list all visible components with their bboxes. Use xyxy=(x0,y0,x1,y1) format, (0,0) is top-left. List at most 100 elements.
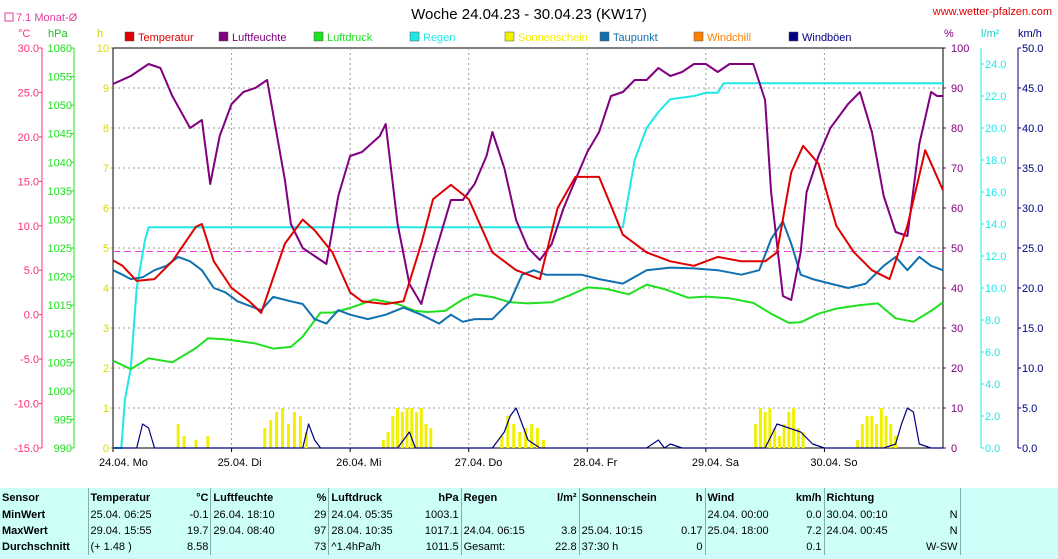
stats-header-row: Sensor Temperatur °C Luftfeuchte % Luftd… xyxy=(0,488,965,507)
legend-label-luftfeuchte: Luftfeuchte xyxy=(232,32,286,44)
stats-cell-dir-t xyxy=(823,539,924,555)
site-link[interactable]: www.wetter-pfalzen.com xyxy=(932,6,1052,18)
legend-label-sonnenschein: Sonnenschein xyxy=(518,32,588,44)
tick-label-wind: 50.0 xyxy=(1022,43,1043,55)
tick-label-pressure: 990 xyxy=(54,443,72,455)
stats-cell-temp-t: 25.04. 06:25 xyxy=(87,507,185,523)
tick-label-pressure: 1025 xyxy=(48,243,72,255)
sunshine-bar xyxy=(286,424,290,448)
tick-label-humidity: 80 xyxy=(951,123,963,135)
tick-label-humidity: 0 xyxy=(951,443,957,455)
chart-title: Woche 24.04.23 - 30.04.23 (KW17) xyxy=(411,6,647,23)
sunshine-bar xyxy=(530,424,534,448)
sunshine-bar xyxy=(304,432,308,448)
sunshine-bar xyxy=(884,416,888,448)
tick-label-temperature: 30.0 xyxy=(18,43,39,55)
stats-cell-wind-v: 7.2 xyxy=(806,525,822,537)
sunshine-bar xyxy=(194,440,198,448)
hdr-sensor: Sensor xyxy=(2,491,40,504)
tick-label-pressure: 1035 xyxy=(48,186,72,198)
unit-kmh: km/h xyxy=(1018,28,1042,40)
tick-label-rain: 20.0 xyxy=(985,123,1006,135)
tick-label-sunshine: 4 xyxy=(103,283,109,295)
stats-cell-label: Durchschnitt xyxy=(2,541,70,553)
tick-label-rain: 24.0 xyxy=(985,59,1006,71)
stats-cell-hum-v: 97 xyxy=(314,525,327,537)
tick-label-wind: 20.0 xyxy=(1022,283,1043,295)
stats-cell-hum-t xyxy=(210,539,308,555)
sunshine-bar xyxy=(429,428,433,448)
legend-swatch-sonnenschein xyxy=(504,31,515,42)
stats-cell-wind-t: 25.04. 18:00 xyxy=(704,523,793,539)
tick-label-wind: 25.0 xyxy=(1022,243,1043,255)
tick-label-rain: 0.0 xyxy=(985,443,1000,455)
tick-label-pressure: 1050 xyxy=(48,100,72,112)
hdr-rain: Regen xyxy=(460,488,548,507)
sunshine-bar xyxy=(856,440,860,448)
x-tick-label: 25.04. Di xyxy=(218,457,262,469)
tick-label-pressure: 1000 xyxy=(48,386,72,398)
sunshine-bar xyxy=(777,436,781,448)
legend-swatch-taupunkt xyxy=(599,31,610,42)
tick-label-humidity: 100 xyxy=(951,43,969,55)
tick-label-sunshine: 2 xyxy=(103,363,109,375)
tick-label-humidity: 10 xyxy=(951,403,963,415)
legend-swatch-temperatur xyxy=(124,31,135,42)
statistics-table: Sensor Temperatur °C Luftfeuchte % Luftd… xyxy=(0,488,965,555)
sunshine-bar xyxy=(796,428,800,448)
stats-cell-temp-t: (+ 1.48 ) xyxy=(87,539,185,555)
stats-cell-wind-t: 24.04. 00:00 xyxy=(704,507,793,523)
sunshine-bar xyxy=(865,416,869,448)
stats-cell-rain-v: 3.8 xyxy=(561,525,577,537)
tick-label-wind: 35.0 xyxy=(1022,163,1043,175)
tick-label-pressure: 1045 xyxy=(48,129,72,141)
unit-percent: % xyxy=(944,28,954,40)
sunshine-bar xyxy=(386,432,390,448)
sunshine-bar xyxy=(410,408,414,448)
sunshine-bar xyxy=(773,428,777,448)
x-tick-label: 30.04. So xyxy=(810,457,857,469)
hdr-press-unit: hPa xyxy=(438,491,459,504)
stats-cell-press-t: 28.04. 10:35 xyxy=(328,523,423,539)
tick-label-pressure: 1055 xyxy=(48,72,72,84)
x-tick-label: 28.04. Fr xyxy=(573,457,617,469)
sunshine-bar xyxy=(524,428,528,448)
tick-label-pressure: 1020 xyxy=(48,272,72,284)
tick-label-humidity: 60 xyxy=(951,203,963,215)
sunshine-bar xyxy=(768,408,772,448)
stats-cell-hum-t: 29.04. 08:40 xyxy=(210,523,308,539)
tick-label-rain: 22.0 xyxy=(985,91,1006,103)
sunshine-bar xyxy=(500,436,504,448)
tick-label-wind: 10.0 xyxy=(1022,363,1043,375)
tick-label-temperature: 5.0 xyxy=(24,265,39,277)
series-line-windb-en xyxy=(113,407,943,449)
tick-label-wind: 0.0 xyxy=(1022,443,1037,455)
sunshine-bar xyxy=(176,424,180,448)
axes: 30.025.020.015.010.05.00.0-5.0-10.0-15.0… xyxy=(14,43,1044,469)
tick-label-pressure: 1060 xyxy=(48,43,72,55)
tick-label-wind: 5.0 xyxy=(1022,403,1037,415)
stats-cell-temp-v: 8.58 xyxy=(187,541,209,553)
sunshine-bar xyxy=(860,424,864,448)
stats-cell-label: MinWert xyxy=(2,509,46,521)
monthly-avg-label: 7.1 Monat-Ø xyxy=(16,12,78,24)
stats-cell-label: MaxWert xyxy=(2,525,48,537)
stats-body: MinWert 25.04. 06:25 -0.1 26.04. 18:10 29 24.… xyxy=(0,507,965,555)
tick-label-rain: 8.0 xyxy=(985,315,1000,327)
sunshine-bar xyxy=(396,408,400,448)
sunshine-bar xyxy=(870,416,874,448)
stats-cell-dir-t: 24.04. 00:45 xyxy=(823,523,924,539)
tick-label-rain: 2.0 xyxy=(985,411,1000,423)
tick-label-temperature: 25.0 xyxy=(18,87,39,99)
sunshine-bar xyxy=(801,432,805,448)
sunshine-bar xyxy=(381,440,385,448)
tick-label-rain: 14.0 xyxy=(985,219,1006,231)
tick-label-temperature: 20.0 xyxy=(18,132,39,144)
tick-label-humidity: 90 xyxy=(951,83,963,95)
legend-swatch-windb-en xyxy=(788,31,799,42)
tick-label-rain: 4.0 xyxy=(985,379,1000,391)
stats-cell-sun-v: 0 xyxy=(696,541,703,553)
legend-label-windchill: Windchill xyxy=(707,32,751,44)
hdr-wind-unit: km/h xyxy=(795,491,822,504)
stats-cell-wind-v: 0.1 xyxy=(806,541,822,553)
